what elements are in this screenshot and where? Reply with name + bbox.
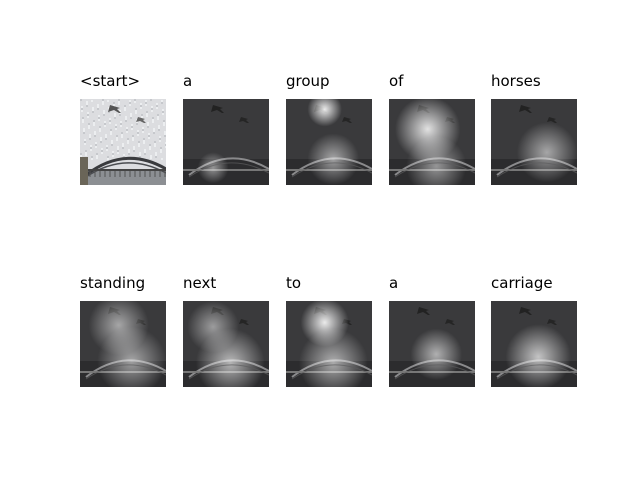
caption-word: of bbox=[389, 72, 404, 90]
attention-map bbox=[389, 99, 475, 185]
caption-word: next bbox=[183, 274, 217, 292]
attention-map bbox=[286, 301, 372, 387]
caption-word: a bbox=[389, 274, 399, 292]
attention-glow bbox=[505, 324, 571, 387]
attention-map bbox=[389, 301, 475, 387]
attention-glow bbox=[298, 328, 368, 387]
attention-glow bbox=[97, 326, 166, 387]
attention-glow bbox=[307, 99, 342, 127]
caption-word: <start> bbox=[80, 72, 141, 90]
attention-map bbox=[80, 301, 166, 387]
caption-word: to bbox=[286, 274, 302, 292]
attention-glow bbox=[195, 328, 265, 387]
caption-word: group bbox=[286, 72, 330, 90]
attention-map bbox=[183, 99, 269, 185]
attention-glow bbox=[307, 133, 360, 185]
original-image bbox=[80, 99, 166, 185]
attention-glow bbox=[410, 328, 463, 381]
attention-map bbox=[491, 301, 577, 387]
caption-word: standing bbox=[80, 274, 146, 292]
attention-glow bbox=[197, 152, 229, 184]
caption-word: horses bbox=[491, 72, 541, 90]
attention-map bbox=[183, 301, 269, 387]
caption-word: a bbox=[183, 72, 193, 90]
attention-map bbox=[491, 99, 577, 185]
attention-map bbox=[286, 99, 372, 185]
caption-word: carriage bbox=[491, 274, 553, 292]
attention-glow bbox=[406, 135, 467, 185]
attention-glow bbox=[516, 122, 577, 183]
